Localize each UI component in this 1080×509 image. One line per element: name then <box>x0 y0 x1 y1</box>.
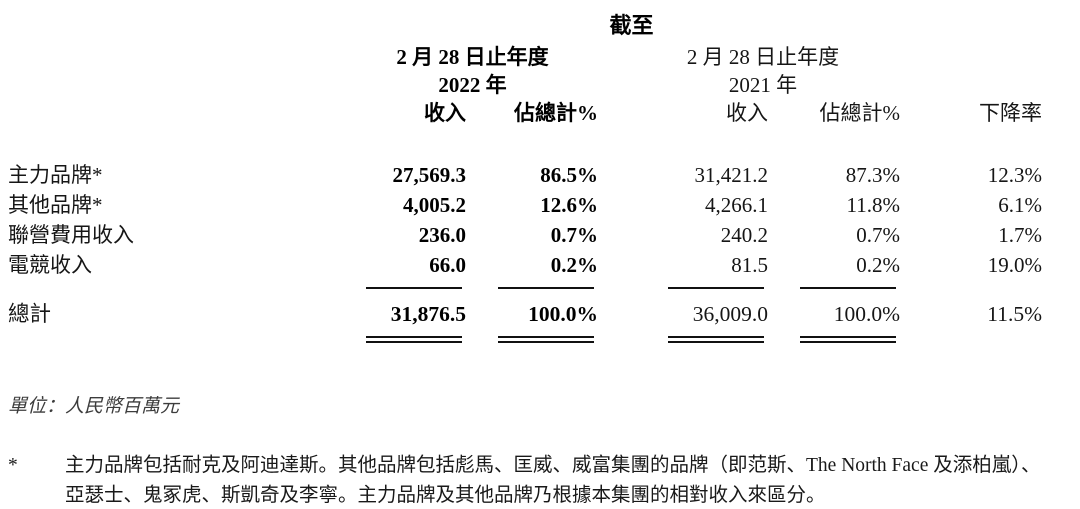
pct-2021-value: 87.3% <box>845 163 900 187</box>
empty-cell <box>900 72 1042 100</box>
col-header-pct-2021: 佔總計% <box>819 101 901 125</box>
empty-cell <box>900 280 1042 296</box>
empty-cell <box>900 333 1042 349</box>
total-rule-bottom <box>466 333 598 349</box>
footnote: * 主力品牌包括耐克及阿迪達斯。其他品牌包括彪馬、匡威、威富集團的品牌（即范斯、… <box>8 451 1080 509</box>
total-rule-bottom <box>363 333 466 349</box>
col-header-revenue-2022: 收入 <box>424 101 466 125</box>
empty-cell <box>8 333 363 349</box>
col-header-revenue-2021: 收入 <box>726 101 768 125</box>
unit-note: 單位：人民幣百萬元 <box>8 396 180 417</box>
year-2021: 2021 年 <box>728 73 798 97</box>
table-caption: 截至 <box>609 13 654 38</box>
period-2022: 2 月 28 日止年度 <box>396 45 549 69</box>
revenue-2021-value: 81.5 <box>731 253 768 277</box>
row-label: 聯營費用收入 <box>8 223 134 247</box>
pct-2021-value: 0.7% <box>856 223 900 247</box>
total-rule-bottom <box>768 333 900 349</box>
pct-2022-value: 0.2% <box>550 253 598 277</box>
footnote-marker: * <box>8 455 18 476</box>
total-revenue-2022: 31,876.5 <box>390 302 466 326</box>
period-2021: 2 月 28 日止年度 <box>686 45 840 69</box>
year-2022: 2022 年 <box>438 73 507 97</box>
empty-cell <box>8 72 363 100</box>
col-header-decline: 下降率 <box>979 101 1042 125</box>
row-label: 電競收入 <box>8 253 92 277</box>
decline-value: 6.1% <box>998 193 1042 217</box>
revenue-table: 截至 2 月 28 日止年度 2 月 28 日止年度 2022 年 2021 年… <box>8 13 1042 349</box>
total-rule-bottom <box>598 333 768 349</box>
revenue-2021-value: 4,266.1 <box>705 193 768 217</box>
empty-cell <box>8 100 363 130</box>
empty-cell <box>900 44 1042 72</box>
pct-2022-value: 0.7% <box>550 223 598 247</box>
revenue-2022-value: 236.0 <box>418 223 466 247</box>
empty-cell <box>8 13 363 44</box>
col-header-pct-2022: 佔總計% <box>514 101 598 125</box>
total-rule-top <box>363 280 466 296</box>
revenue-2022-value: 66.0 <box>429 253 466 277</box>
total-pct-2021: 100.0% <box>833 302 900 326</box>
total-pct-2022: 100.0% <box>528 302 598 326</box>
row-label: 主力品牌* <box>8 163 103 187</box>
empty-cell <box>900 13 1042 44</box>
revenue-2021-value: 240.2 <box>720 223 768 247</box>
empty-cell <box>8 280 363 296</box>
decline-value: 19.0% <box>987 253 1042 277</box>
total-decline: 11.5% <box>987 302 1042 326</box>
pct-2021-value: 0.2% <box>856 253 900 277</box>
revenue-2021-value: 31,421.2 <box>694 163 769 187</box>
row-label: 其他品牌* <box>8 193 103 217</box>
header-body-gap <box>8 130 1042 160</box>
total-rule-top <box>466 280 598 296</box>
total-rule-top <box>598 280 768 296</box>
decline-value: 12.3% <box>987 163 1042 187</box>
revenue-2022-value: 27,569.3 <box>392 163 467 187</box>
total-revenue-2021: 36,009.0 <box>692 302 768 326</box>
decline-value: 1.7% <box>998 223 1042 247</box>
total-label: 總計 <box>8 302 52 326</box>
total-rule-top <box>768 280 900 296</box>
pct-2021-value: 11.8% <box>846 193 900 217</box>
footnote-text: 主力品牌包括耐克及阿迪達斯。其他品牌包括彪馬、匡威、威富集團的品牌（即范斯、Th… <box>65 455 1041 506</box>
pct-2022-value: 86.5% <box>540 163 598 187</box>
empty-cell <box>8 44 363 72</box>
pct-2022-value: 12.6% <box>540 193 598 217</box>
revenue-2022-value: 4,005.2 <box>403 193 466 217</box>
